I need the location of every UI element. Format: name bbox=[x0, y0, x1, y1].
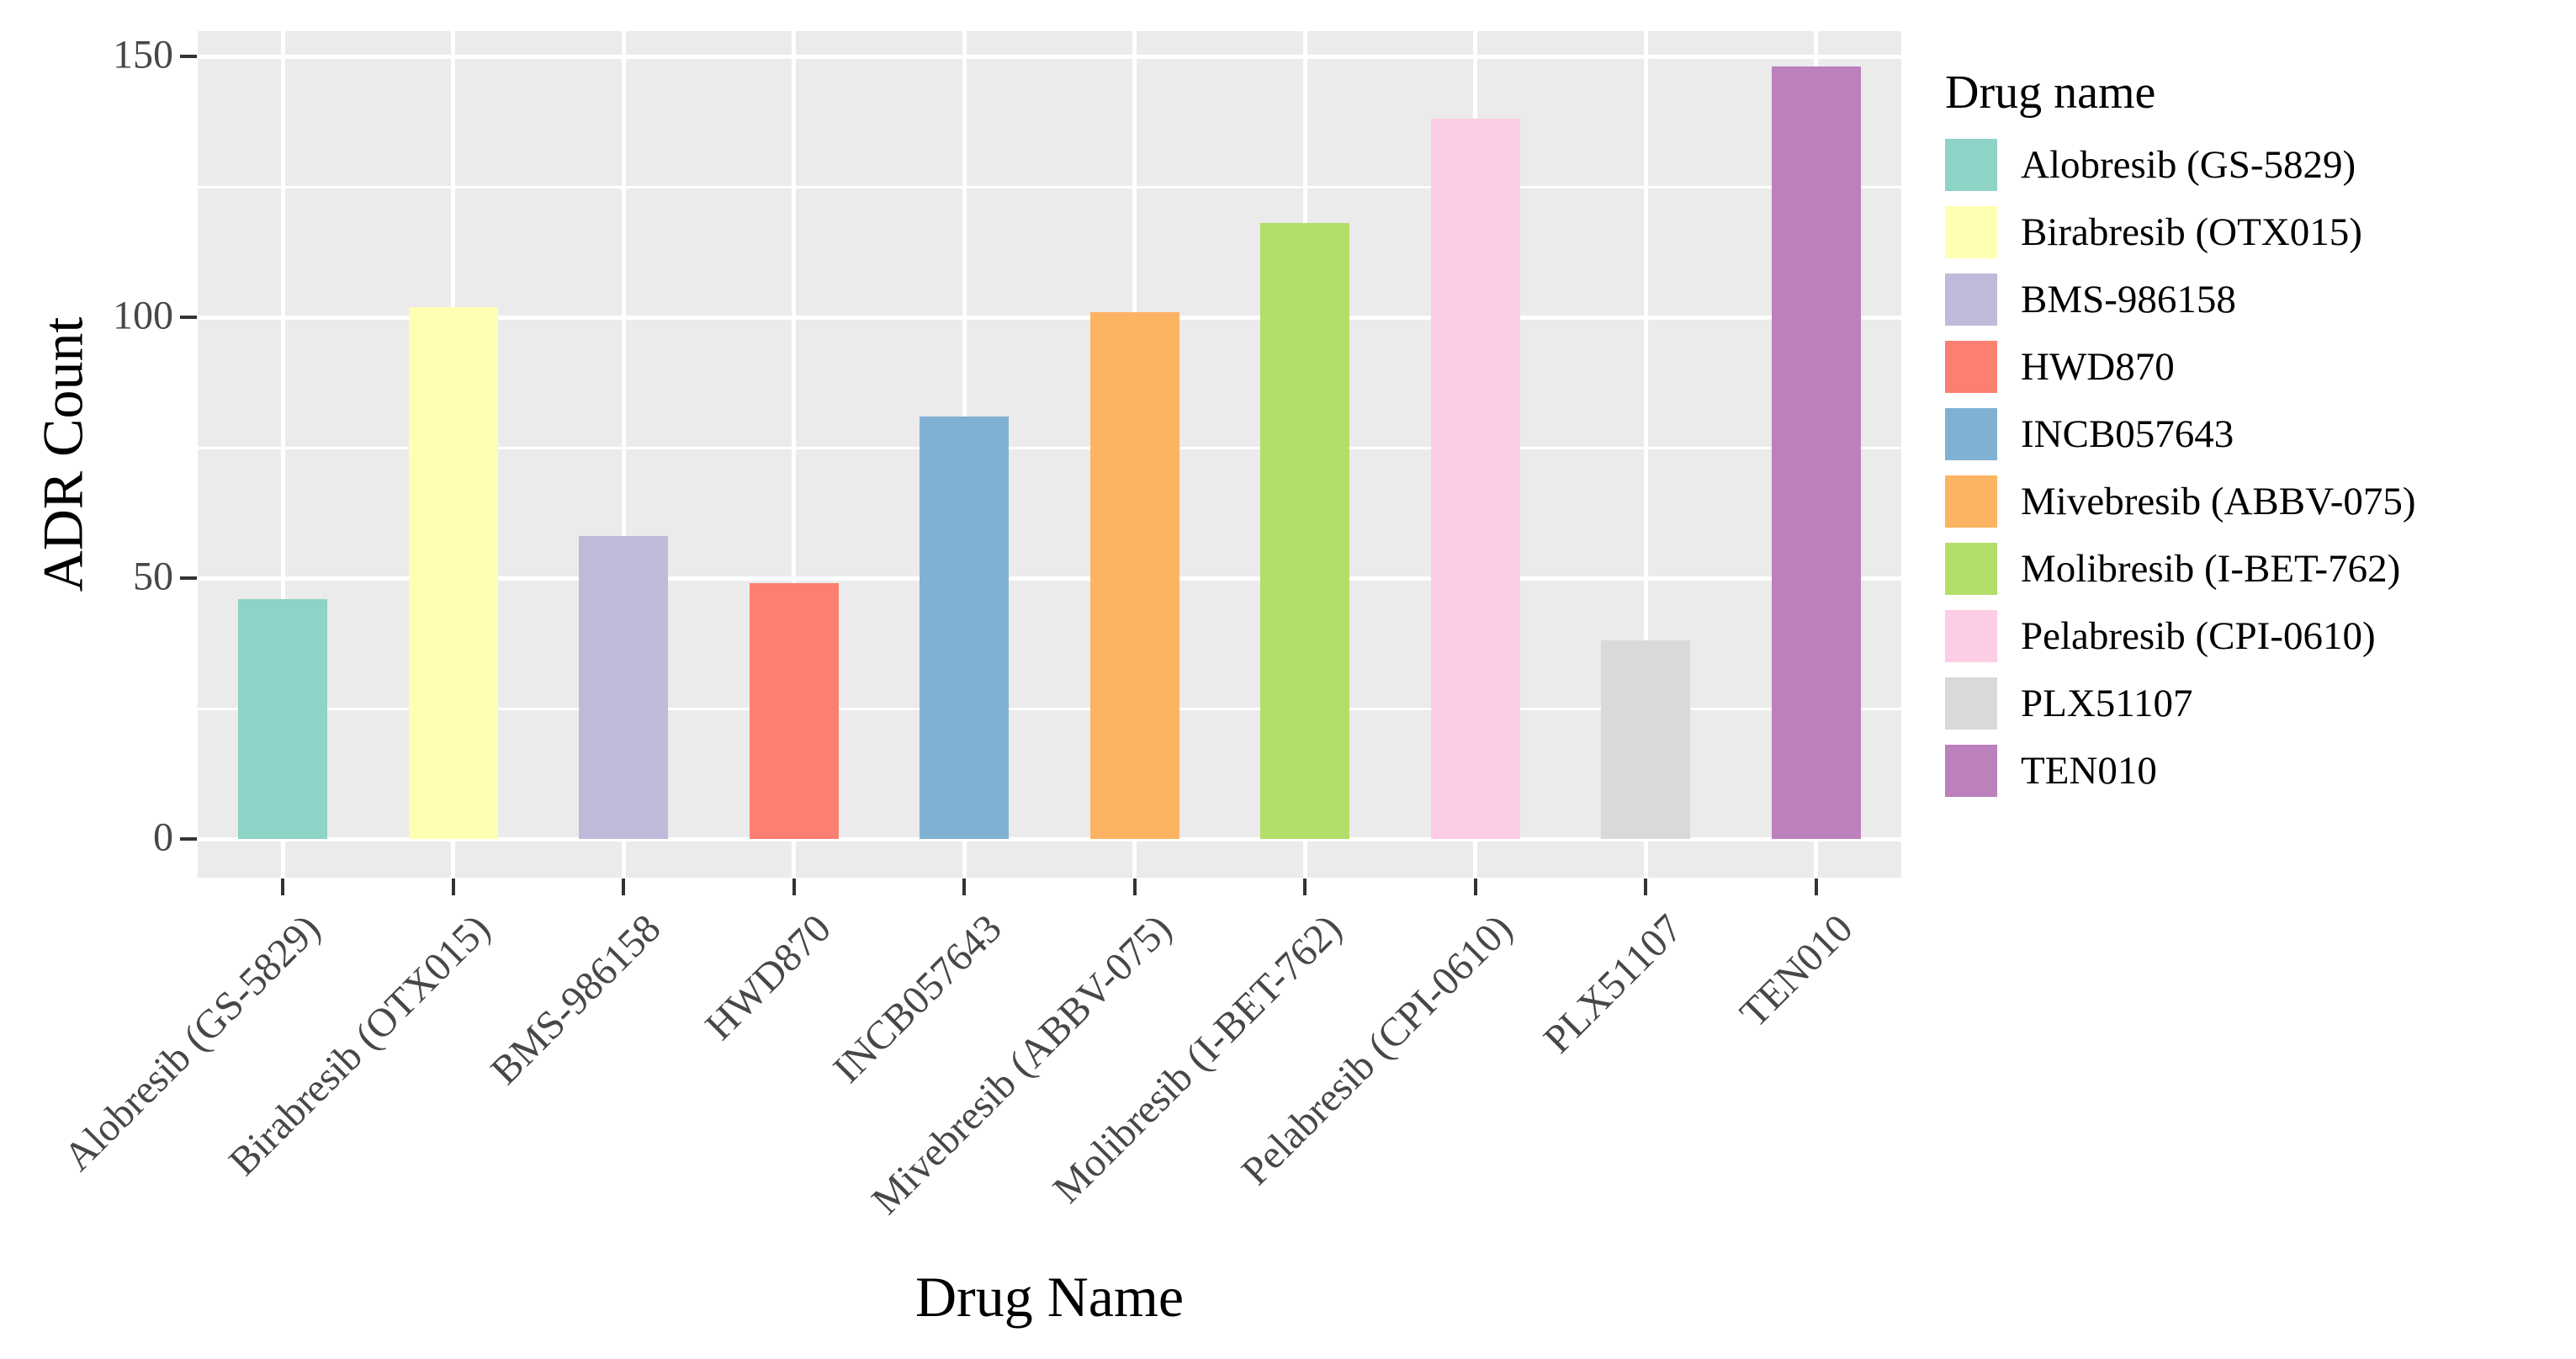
x-tick-mark bbox=[451, 879, 455, 895]
legend-entry: PLX51107 bbox=[1945, 677, 2193, 730]
legend-label: INCB057643 bbox=[2021, 412, 2234, 456]
x-tick-mark bbox=[1644, 879, 1648, 895]
legend-color-swatch bbox=[1945, 206, 1997, 258]
x-tick-label: HWD870 bbox=[697, 905, 840, 1049]
x-tick-mark bbox=[1814, 879, 1818, 895]
legend-color-swatch bbox=[1945, 610, 1997, 662]
major-gridline bbox=[198, 576, 1901, 581]
y-tick-mark bbox=[180, 576, 197, 580]
legend-label: Mivebresib (ABBV-075) bbox=[2021, 480, 2416, 523]
legend-label: BMS-986158 bbox=[2021, 278, 2236, 321]
legend-color-swatch bbox=[1945, 745, 1997, 797]
vertical-gridline bbox=[280, 31, 285, 878]
y-tick-mark bbox=[180, 837, 197, 841]
y-tick-label: 100 bbox=[113, 293, 173, 338]
legend-color-swatch bbox=[1945, 341, 1997, 393]
vertical-gridline bbox=[792, 31, 797, 878]
bar bbox=[579, 536, 669, 839]
x-tick-mark bbox=[1132, 879, 1137, 895]
major-gridline bbox=[198, 315, 1901, 320]
x-tick-label: INCB057643 bbox=[824, 905, 1010, 1092]
legend-entry: Pelabresib (CPI-0610) bbox=[1945, 610, 2376, 662]
x-tick-mark bbox=[1473, 879, 1477, 895]
bar bbox=[1430, 119, 1520, 839]
x-tick-mark bbox=[792, 879, 796, 895]
legend-entry: INCB057643 bbox=[1945, 408, 2234, 460]
minor-gridline bbox=[198, 446, 1901, 449]
bar bbox=[408, 306, 498, 839]
major-gridline bbox=[198, 836, 1901, 841]
legend-label: TEN010 bbox=[2021, 749, 2157, 793]
bar bbox=[238, 598, 328, 839]
legend-title: Drug name bbox=[1945, 66, 2156, 119]
x-tick-mark bbox=[281, 879, 285, 895]
y-tick-mark bbox=[180, 316, 197, 319]
legend-entry: Alobresib (GS-5829) bbox=[1945, 139, 2356, 191]
bar bbox=[920, 416, 1010, 839]
bar bbox=[1260, 223, 1350, 839]
legend-color-swatch bbox=[1945, 677, 1997, 730]
vertical-gridline bbox=[1643, 31, 1648, 878]
legend-entry: Molibresib (I-BET-762) bbox=[1945, 543, 2400, 595]
y-tick-label: 150 bbox=[113, 32, 173, 77]
legend-color-swatch bbox=[1945, 273, 1997, 326]
x-axis-title: Drug Name bbox=[914, 1265, 1185, 1329]
legend-label: HWD870 bbox=[2021, 345, 2175, 389]
legend-entry: HWD870 bbox=[1945, 341, 2175, 393]
x-tick-label: TEN010 bbox=[1731, 905, 1862, 1037]
legend-color-swatch bbox=[1945, 139, 1997, 191]
x-tick-label: Mivebresib (ABBV-075) bbox=[863, 905, 1180, 1224]
legend-label: Pelabresib (CPI-0610) bbox=[2021, 614, 2376, 658]
legend-entry: Birabresib (OTX015) bbox=[1945, 206, 2362, 258]
x-tick-label: BMS-986158 bbox=[482, 905, 670, 1094]
bar bbox=[1771, 66, 1861, 839]
minor-gridline bbox=[198, 185, 1901, 188]
legend-label: Alobresib (GS-5829) bbox=[2021, 143, 2356, 187]
x-tick-label: Molibresib (I-BET-762) bbox=[1045, 905, 1351, 1213]
legend-entry: TEN010 bbox=[1945, 745, 2157, 797]
legend-label: PLX51107 bbox=[2021, 682, 2193, 725]
bar bbox=[749, 583, 839, 839]
legend-entry: BMS-986158 bbox=[1945, 273, 2236, 326]
legend: Drug name Alobresib (GS-5829) Birabresib … bbox=[1945, 66, 2568, 840]
x-tick-mark bbox=[622, 879, 626, 895]
y-axis-title: ADR Count bbox=[30, 316, 95, 592]
y-tick-label: 0 bbox=[153, 815, 173, 860]
major-gridline bbox=[198, 54, 1901, 59]
legend-color-swatch bbox=[1945, 475, 1997, 528]
bar bbox=[1089, 311, 1179, 839]
legend-color-swatch bbox=[1945, 543, 1997, 595]
legend-label: Birabresib (OTX015) bbox=[2021, 210, 2362, 254]
x-tick-label: PLX51107 bbox=[1535, 905, 1692, 1062]
y-tick-mark bbox=[180, 55, 197, 58]
legend-entry: Mivebresib (ABBV-075) bbox=[1945, 475, 2416, 528]
x-tick-mark bbox=[1303, 879, 1307, 895]
plot-panel bbox=[198, 31, 1901, 878]
vertical-gridline bbox=[621, 31, 626, 878]
legend-color-swatch bbox=[1945, 408, 1997, 460]
x-tick-mark bbox=[962, 879, 967, 895]
y-tick-label: 50 bbox=[133, 554, 173, 599]
bar bbox=[1601, 640, 1691, 839]
minor-gridline bbox=[198, 707, 1901, 710]
legend-label: Molibresib (I-BET-762) bbox=[2021, 547, 2401, 591]
